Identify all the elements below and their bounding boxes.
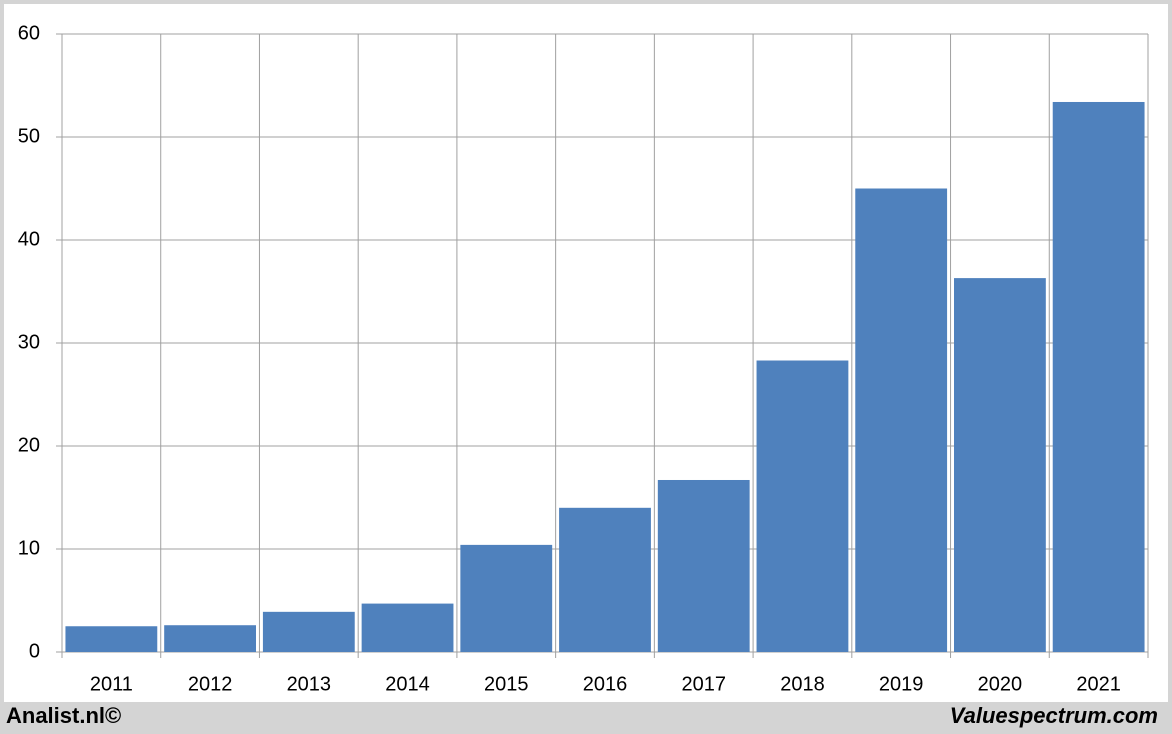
y-tick-label: 20 xyxy=(18,434,40,456)
bar xyxy=(855,188,948,652)
x-tick-label: 2019 xyxy=(879,673,924,695)
x-tick-label: 2021 xyxy=(1076,673,1121,695)
bar xyxy=(65,626,158,652)
y-tick-label: 10 xyxy=(18,537,40,559)
bar xyxy=(657,479,750,652)
y-tick-label: 50 xyxy=(18,125,40,147)
bar xyxy=(460,544,553,652)
y-tick-label: 60 xyxy=(18,22,40,44)
bar xyxy=(756,360,849,652)
bar xyxy=(559,507,651,652)
x-tick-label: 2015 xyxy=(484,673,529,695)
bar xyxy=(164,625,256,652)
bar xyxy=(262,611,355,652)
x-tick-label: 2016 xyxy=(583,673,628,695)
bar xyxy=(1052,101,1145,653)
footer-left: Analist.nl© xyxy=(6,703,121,728)
y-tick-label: 0 xyxy=(29,640,40,662)
y-tick-label: 40 xyxy=(18,228,40,250)
x-tick-label: 2012 xyxy=(188,673,233,695)
x-tick-label: 2018 xyxy=(780,673,825,695)
x-tick-label: 2014 xyxy=(385,673,430,695)
x-tick-label: 2017 xyxy=(681,673,726,695)
y-tick-label: 30 xyxy=(18,331,40,353)
x-tick-label: 2011 xyxy=(90,673,133,695)
x-tick-label: 2013 xyxy=(287,673,332,695)
bar xyxy=(361,603,454,652)
bar xyxy=(954,278,1046,652)
x-tick-label: 2020 xyxy=(978,673,1023,695)
footer-right: Valuespectrum.com xyxy=(950,703,1158,728)
